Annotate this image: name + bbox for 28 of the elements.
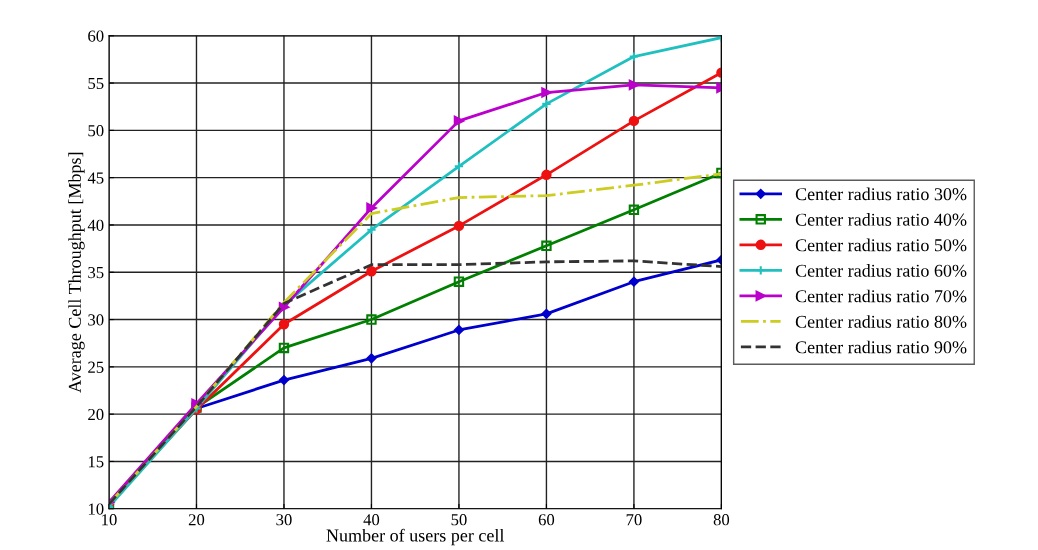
y-tick-label: 20 [88, 408, 104, 421]
legend-label: Center radius ratio 30% [795, 187, 967, 201]
y-tick-label: 40 [87, 219, 104, 231]
y-tick-label: 55 [88, 77, 104, 89]
x-tick-label: 20 [188, 514, 205, 526]
x-tick-label: 30 [276, 514, 292, 526]
legend-label: Center radius ratio 90% [795, 340, 967, 354]
y-tick-label: 35 [88, 267, 104, 279]
x-tick-label: 80 [713, 514, 730, 526]
legend-label: Center radius ratio 50% [795, 238, 967, 252]
y-axis-title: Average Cell Throughput [Mbps] [68, 152, 85, 393]
x-tick-label: 60 [538, 514, 555, 526]
y-tick-label: 45 [87, 172, 104, 184]
y-tick-label: 30 [88, 314, 104, 326]
x-axis-title: Number of users per cell [326, 528, 505, 546]
legend-label: Center radius ratio 70% [795, 289, 967, 303]
legend-label: Center radius ratio 40% [795, 213, 967, 226]
y-tick-label: 50 [88, 125, 104, 137]
y-tick-label: 25 [88, 361, 104, 373]
y-tick-label: 10 [88, 503, 104, 515]
y-tick-label: 15 [88, 456, 104, 468]
x-tick-label: 50 [451, 514, 467, 526]
x-tick-label: 40 [363, 514, 380, 526]
x-tick-label: 70 [626, 514, 642, 526]
y-tick-label: 60 [88, 30, 104, 42]
legend-label: Center radius ratio 80% [795, 315, 967, 328]
x-tick-label: 10 [102, 514, 117, 526]
legend-label: Center radius ratio 60% [795, 264, 967, 277]
